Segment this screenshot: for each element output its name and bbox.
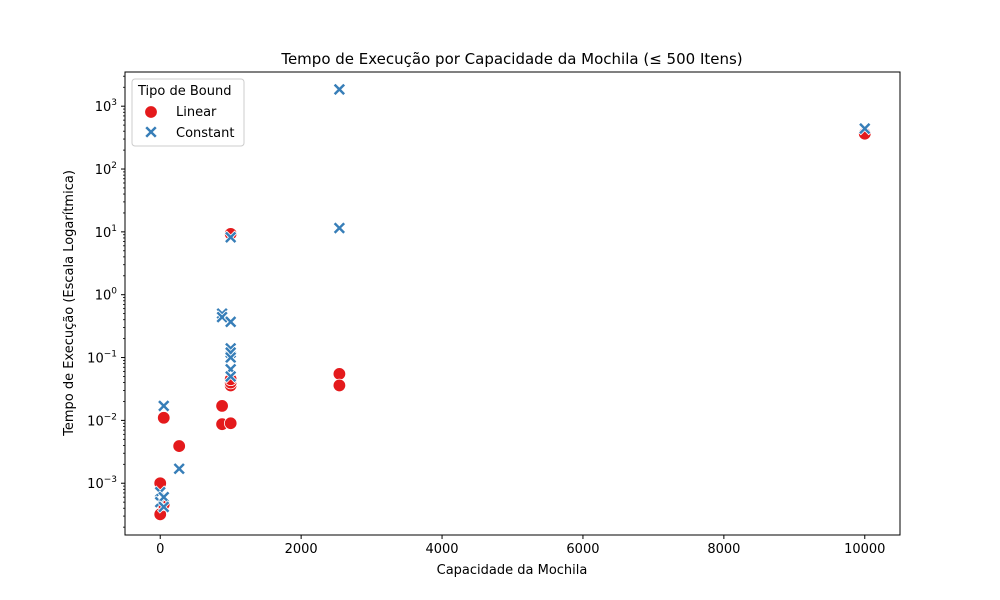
point-linear [223,227,238,241]
point-constant [223,230,238,245]
x-tick-label: 0 [156,542,164,557]
y-tick-label: 102 [95,161,117,178]
y-tick-label: 10−3 [87,475,117,492]
y-axis-label: Tempo de Execução (Escala Logarítmica) [62,170,77,437]
plot-frame [124,71,901,536]
chart-title: Tempo de Execução por Capacidade da Moch… [280,50,742,68]
legend-box [131,78,245,147]
legend-marker-linear [144,105,158,119]
point-constant [332,82,347,97]
point-constant [223,369,238,384]
point-linear [332,367,347,381]
x-axis-label: Capacidade da Mochila [437,563,588,578]
x-axis: 0 2000 4000 6000 8000 10000 [156,535,885,557]
point-linear [223,416,238,430]
y-tick-label: 103 [95,98,117,115]
legend: Tipo de Bound Linear Constant [131,78,245,147]
point-linear [332,378,347,393]
y-tick-label: 101 [95,224,117,241]
y-axis: 10−3 10−2 10−1 100 101 102 103 [87,75,125,528]
x-tick-label: 6000 [566,542,599,557]
point-constant [332,221,347,235]
point-linear [223,372,238,387]
legend-label-linear: Linear [176,105,217,120]
x-tick-label: 8000 [707,542,740,557]
x-tick-label: 10000 [844,542,885,557]
x-tick-label: 4000 [425,542,458,557]
point-linear [215,399,229,413]
y-tick-label: 100 [95,287,118,304]
y-tick-label: 10−1 [87,350,117,367]
point-constant [172,461,186,476]
plot-background [125,72,900,535]
legend-marker-constant [144,125,158,139]
point-constant [215,310,229,324]
x-tick-label: 2000 [285,542,318,557]
legend-title: Tipo de Bound [137,84,231,99]
point-constant [156,399,171,413]
point-linear [157,411,171,425]
point-linear [172,439,186,453]
plot-area [125,72,900,535]
y-tick-label: 10−2 [87,412,117,429]
points-layer [153,82,872,522]
point-constant [223,315,238,329]
legend-label-constant: Constant [176,126,234,141]
point-constant [156,500,171,514]
point-constant [858,121,872,136]
